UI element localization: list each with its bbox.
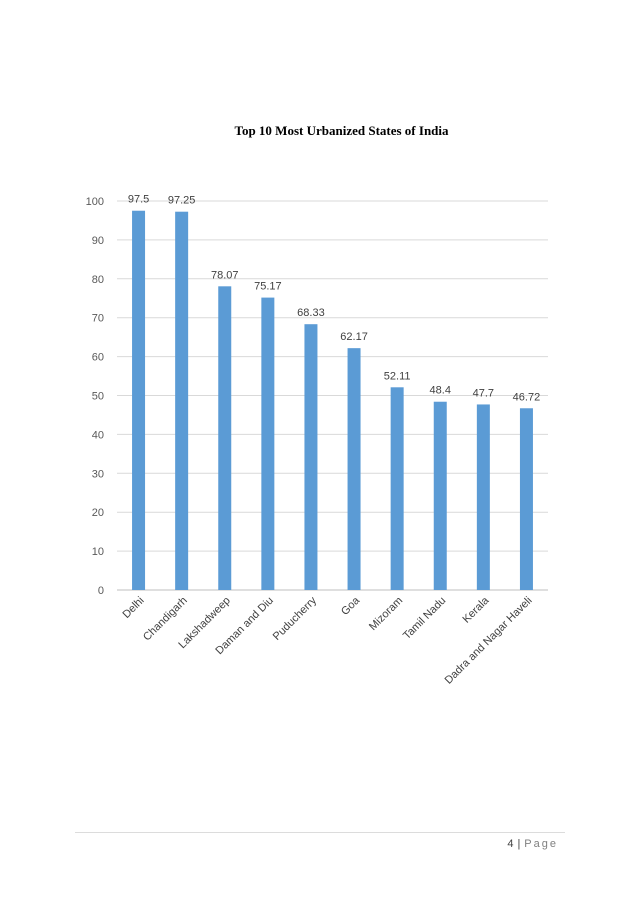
category-label: Kerala bbox=[461, 594, 493, 626]
y-tick-label: 80 bbox=[92, 274, 104, 286]
bar bbox=[433, 401, 447, 590]
chart-title: Top 10 Most Urbanized States of India bbox=[234, 123, 449, 138]
footer-rule bbox=[75, 832, 565, 833]
y-tick-label: 30 bbox=[92, 468, 104, 480]
category-label: Dadra and Nagar Haveli bbox=[443, 595, 535, 687]
category-label: Mizoram bbox=[367, 595, 405, 633]
y-tick-label: 40 bbox=[92, 429, 104, 441]
data-label: 78.07 bbox=[211, 269, 239, 281]
bar bbox=[347, 348, 361, 590]
bar bbox=[476, 404, 490, 590]
data-label: 48.4 bbox=[430, 385, 451, 397]
data-label: 46.72 bbox=[513, 391, 541, 403]
category-label: Tamil Nadu bbox=[401, 595, 448, 642]
bar bbox=[175, 211, 189, 590]
data-label: 97.25 bbox=[168, 195, 196, 207]
y-tick-label: 60 bbox=[92, 352, 104, 364]
y-tick-label: 20 bbox=[92, 507, 104, 519]
bar bbox=[519, 408, 533, 590]
data-label: 75.17 bbox=[254, 281, 282, 293]
bar bbox=[132, 210, 146, 590]
bar bbox=[390, 387, 404, 590]
page-word: Page bbox=[524, 838, 558, 850]
data-label: 47.7 bbox=[473, 387, 494, 399]
bar bbox=[304, 324, 318, 590]
y-tick-label: 10 bbox=[92, 546, 104, 558]
page-footer: 4 | Page bbox=[507, 838, 558, 850]
y-tick-label: 90 bbox=[92, 235, 104, 247]
category-label: Puducherry bbox=[271, 594, 320, 643]
page-number: 4 bbox=[507, 838, 514, 850]
bar bbox=[218, 286, 232, 590]
y-tick-label: 0 bbox=[98, 585, 104, 597]
y-tick-label: 70 bbox=[92, 313, 104, 325]
y-tick-label: 100 bbox=[86, 196, 104, 208]
footer-separator: | bbox=[517, 838, 521, 850]
data-label: 52.11 bbox=[384, 370, 411, 382]
category-label: Goa bbox=[339, 594, 363, 618]
data-label: 97.5 bbox=[128, 194, 149, 206]
data-label: 62.17 bbox=[340, 331, 368, 343]
data-label: 68.33 bbox=[297, 307, 325, 319]
bar bbox=[261, 297, 275, 590]
category-label: Delhi bbox=[120, 595, 146, 621]
y-tick-label: 50 bbox=[92, 391, 104, 403]
